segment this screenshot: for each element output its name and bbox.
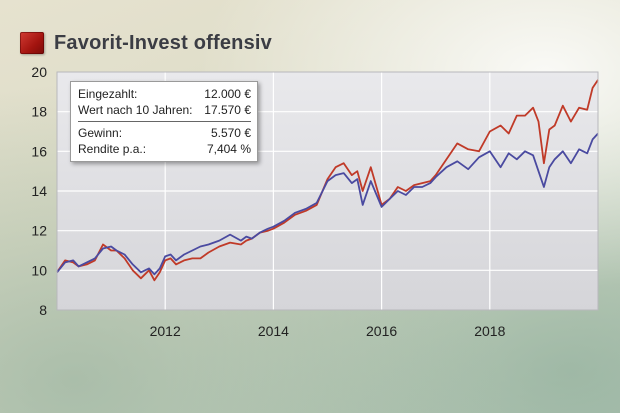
y-tick-label: 14 [31,183,47,199]
info-value: 5.570 € [210,126,251,140]
info-label: Wert nach 10 Jahren: [78,103,193,117]
info-divider [78,121,251,122]
info-label: Rendite p.a.: [78,142,147,156]
x-tick-label: 2012 [150,323,181,339]
info-row-return: Rendite p.a.: 7,404 % [78,141,251,157]
chart-header: Favorit-Invest offensiv [20,30,272,56]
info-value: 17.570 € [204,103,251,117]
info-row-final-value: Wert nach 10 Jahren: 17.570 € [78,102,251,118]
info-value: 7,404 % [206,142,251,156]
y-tick-label: 20 [31,64,47,80]
x-tick-label: 2014 [258,323,289,339]
info-box: Eingezahlt: 12.000 € Wert nach 10 Jahren… [70,81,258,162]
info-label: Gewinn: [78,126,123,140]
plot-frame [56,71,599,311]
y-axis-ticks: 8 10 12 14 16 18 20 [31,64,47,318]
y-tick-label: 8 [39,302,47,318]
info-label: Eingezahlt: [78,87,138,101]
y-tick-label: 12 [31,223,47,239]
x-tick-label: 2018 [474,323,505,339]
series-line-blue [56,132,599,276]
info-row-profit: Gewinn: 5.570 € [78,125,251,141]
chart-title: Favorit-Invest offensiv [54,31,272,54]
x-axis-ticks: 2012 2014 2016 2018 [150,323,506,339]
grid [57,72,598,310]
info-value: 12.000 € [204,87,251,101]
series-lines [56,79,599,282]
y-tick-label: 16 [31,143,47,159]
red-square-icon [20,32,44,54]
y-tick-label: 18 [31,104,47,120]
info-row-paid-in: Eingezahlt: 12.000 € [78,86,251,102]
y-tick-label: 10 [31,262,47,278]
x-tick-label: 2016 [366,323,397,339]
series-line-red [56,79,599,282]
